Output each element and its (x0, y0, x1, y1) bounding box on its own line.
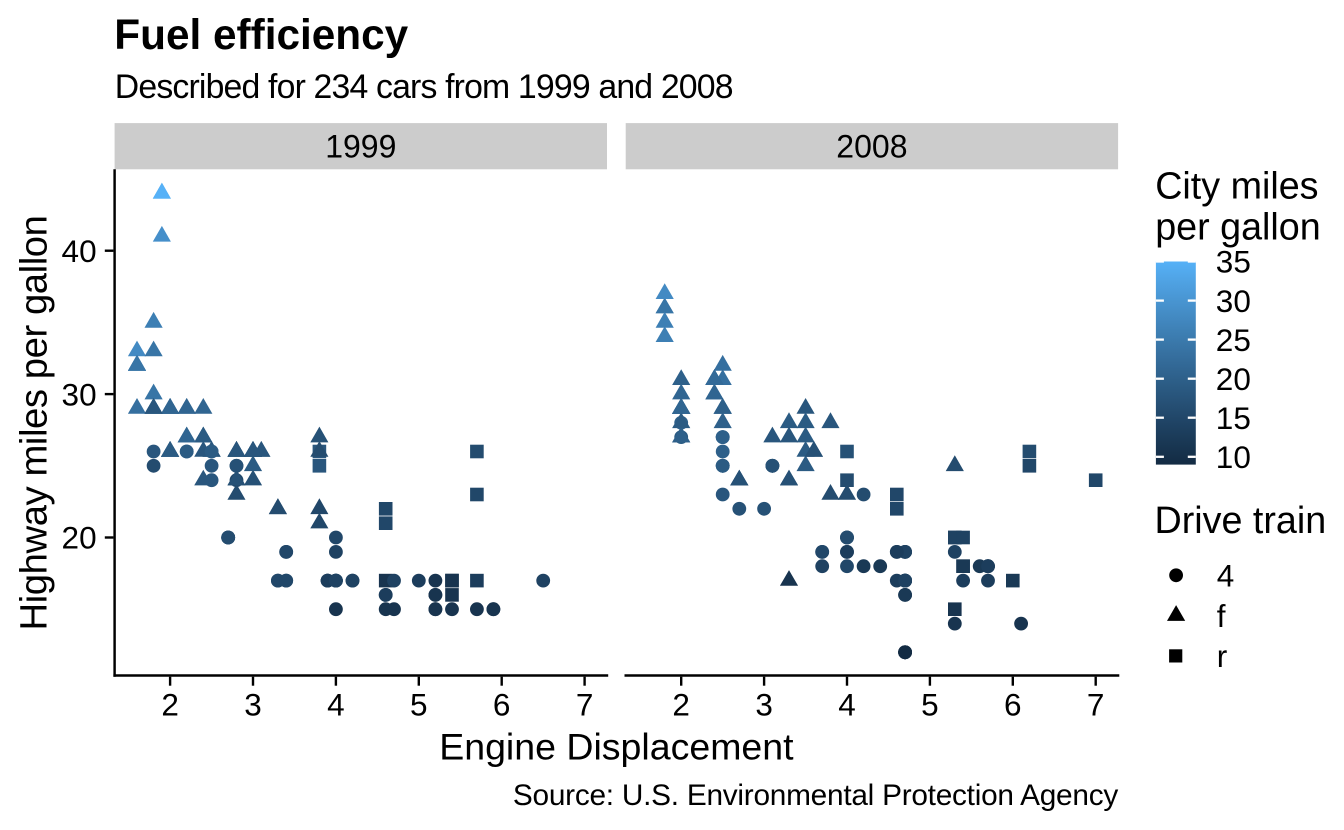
svg-text:30: 30 (62, 376, 97, 412)
svg-text:5: 5 (410, 687, 428, 723)
svg-text:f: f (1217, 598, 1226, 634)
svg-text:30: 30 (1216, 283, 1251, 319)
svg-text:20: 20 (1216, 361, 1251, 397)
svg-text:2008: 2008 (836, 129, 907, 165)
svg-text:Described for 234 cars from 19: Described for 234 cars from 1999 and 200… (115, 68, 733, 106)
svg-text:4: 4 (327, 687, 345, 723)
svg-text:3: 3 (244, 687, 262, 723)
svg-text:Engine Displacement: Engine Displacement (439, 726, 794, 768)
svg-text:40: 40 (62, 233, 97, 269)
svg-text:25: 25 (1216, 322, 1251, 358)
svg-text:4: 4 (838, 687, 856, 723)
svg-text:1999: 1999 (325, 129, 396, 165)
svg-text:6: 6 (1004, 687, 1022, 723)
svg-text:2: 2 (672, 687, 690, 723)
svg-text:Fuel efficiency: Fuel efficiency (114, 11, 408, 58)
svg-text:20: 20 (62, 520, 97, 556)
svg-text:5: 5 (921, 687, 939, 723)
svg-text:2: 2 (161, 687, 179, 723)
svg-text:Drive train: Drive train (1155, 499, 1327, 541)
svg-text:3: 3 (755, 687, 773, 723)
svg-text:4: 4 (1217, 558, 1235, 594)
svg-text:per gallon: per gallon (1155, 206, 1321, 248)
svg-text:10: 10 (1216, 439, 1251, 475)
svg-text:7: 7 (1087, 687, 1105, 723)
svg-text:7: 7 (576, 687, 594, 723)
svg-text:15: 15 (1216, 400, 1251, 436)
svg-text:Source: U.S. Environmental Pro: Source: U.S. Environmental Protection Ag… (513, 779, 1118, 812)
svg-text:City miles: City miles (1155, 164, 1318, 206)
svg-text:6: 6 (493, 687, 511, 723)
svg-text:r: r (1217, 638, 1228, 674)
svg-text:Highway miles per gallon: Highway miles per gallon (12, 216, 55, 631)
svg-text:35: 35 (1216, 244, 1251, 280)
